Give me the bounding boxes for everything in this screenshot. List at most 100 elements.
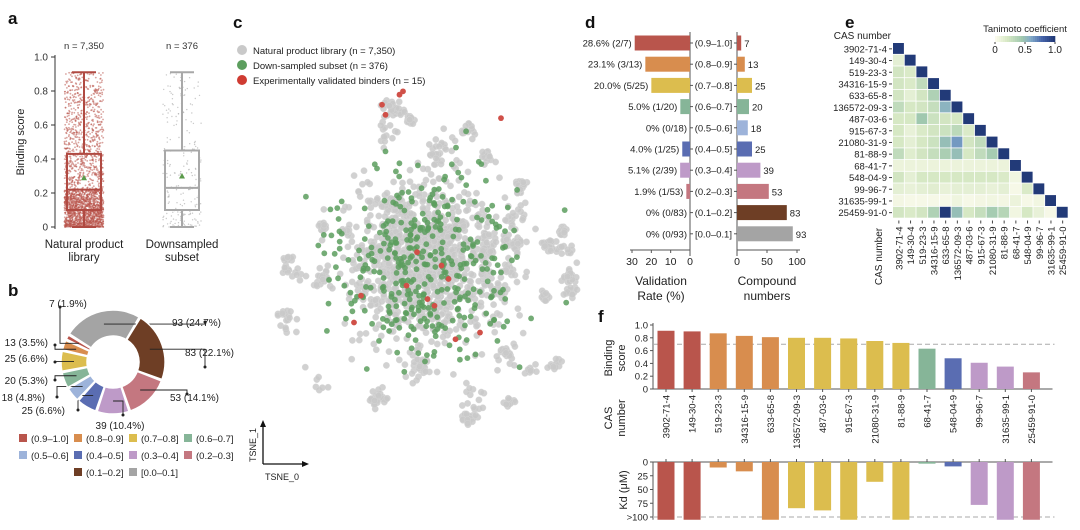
- data-point: [64, 106, 67, 109]
- data-point: [66, 98, 69, 101]
- library-point: [376, 305, 384, 313]
- library-point: [509, 209, 517, 217]
- cas-label: 68-41-7: [923, 395, 934, 428]
- binding-score-bar: [761, 337, 779, 389]
- subset-point: [449, 261, 456, 268]
- bin-category-label: (0.7–0.8]: [695, 81, 733, 92]
- subset-point: [416, 299, 423, 306]
- library-point: [318, 384, 326, 392]
- data-point: [80, 86, 83, 88]
- data-point: [101, 126, 103, 129]
- library-point: [523, 238, 530, 246]
- data-point: [87, 175, 89, 178]
- data-point: [90, 164, 93, 167]
- data-point: [90, 218, 93, 220]
- data-point: [177, 185, 180, 187]
- legend-label: (0.3–0.4]: [141, 451, 179, 462]
- data-point: [102, 180, 104, 183]
- data-point: [89, 145, 92, 148]
- cas-label: 34316-15-9: [740, 395, 751, 444]
- subset-point: [380, 324, 387, 331]
- data-point: [76, 198, 78, 200]
- subset-point: [490, 269, 497, 276]
- data-point: [162, 226, 164, 228]
- data-point: [96, 150, 99, 153]
- data-point: [66, 130, 69, 132]
- library-point: [511, 271, 519, 279]
- heatmap-cell: [904, 78, 916, 89]
- library-point: [435, 175, 443, 182]
- subset-point: [404, 237, 410, 243]
- data-point: [79, 78, 81, 80]
- slice-label: 20 (5.3%): [5, 376, 48, 387]
- subset-point: [327, 206, 334, 213]
- library-point: [544, 364, 551, 371]
- data-point: [90, 195, 93, 198]
- data-point: [80, 169, 83, 172]
- library-point: [428, 338, 435, 345]
- data-point: [184, 94, 186, 96]
- data-point: [172, 218, 175, 220]
- library-point: [371, 397, 378, 404]
- data-point: [167, 191, 169, 194]
- data-point: [88, 105, 91, 107]
- subset-point: [325, 300, 332, 307]
- subset-point: [514, 187, 520, 193]
- data-point: [79, 101, 81, 104]
- data-point: [98, 148, 101, 151]
- data-point: [99, 142, 102, 144]
- data-point: [98, 212, 101, 215]
- heatmap-cell: [974, 124, 986, 136]
- data-point: [163, 88, 165, 91]
- data-point: [71, 161, 74, 164]
- data-point: [178, 174, 180, 176]
- data-point: [63, 140, 66, 143]
- subset-point: [470, 286, 477, 293]
- binder-point: [438, 262, 445, 269]
- data-point: [63, 158, 66, 161]
- data-point: [74, 217, 77, 220]
- donut-slice: [77, 380, 106, 412]
- data-point: [81, 169, 84, 172]
- subset-point: [421, 315, 428, 322]
- colorbar-segment: [995, 36, 998, 42]
- data-point: [75, 143, 78, 146]
- panel-e-heatmap: CAS number3902-71-4149-30-4519-23-334316…: [833, 24, 1069, 285]
- library-point: [523, 268, 531, 276]
- left-axis-title: Rate (%): [637, 289, 684, 303]
- subset-point: [371, 161, 378, 168]
- data-point: [69, 74, 72, 76]
- cas-label: 915-67-3: [844, 395, 855, 433]
- library-point: [293, 315, 301, 323]
- data-point: [90, 190, 93, 193]
- data-point: [89, 183, 91, 185]
- data-point: [71, 113, 73, 115]
- heatmap-cell: [893, 113, 904, 125]
- data-point: [69, 148, 71, 150]
- heatmap-cell: [1010, 183, 1021, 195]
- data-point: [190, 201, 192, 203]
- subset-point: [516, 364, 523, 371]
- subset-point: [423, 323, 430, 330]
- data-point: [74, 75, 77, 77]
- data-point: [84, 159, 87, 161]
- library-point: [348, 355, 356, 363]
- colorbar-segment: [1053, 36, 1056, 42]
- library-point: [423, 285, 431, 293]
- data-point: [95, 149, 97, 152]
- compound-count-bar: [737, 205, 787, 221]
- data-point: [90, 72, 92, 75]
- data-point: [98, 182, 100, 185]
- data-point: [95, 205, 97, 208]
- data-point: [177, 224, 180, 227]
- binding-score-bar: [840, 338, 858, 389]
- data-point: [100, 128, 103, 131]
- data-point: [172, 93, 174, 96]
- library-point: [513, 278, 521, 286]
- data-point: [67, 162, 70, 164]
- data-point: [166, 172, 168, 175]
- data-point: [194, 198, 196, 200]
- data-point: [70, 129, 73, 132]
- data-point: [81, 99, 83, 102]
